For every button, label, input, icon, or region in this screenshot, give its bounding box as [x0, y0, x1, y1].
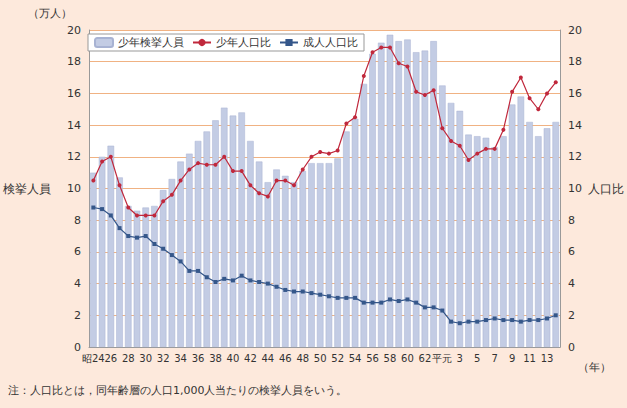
svg-text:平元: 平元 — [432, 353, 452, 364]
svg-text:5: 5 — [474, 353, 480, 364]
svg-text:（万人）: （万人） — [28, 7, 72, 20]
svg-text:2: 2 — [74, 309, 81, 322]
svg-text:7: 7 — [491, 353, 497, 364]
svg-text:32: 32 — [157, 353, 170, 364]
svg-text:50: 50 — [314, 353, 327, 364]
svg-text:62: 62 — [419, 353, 432, 364]
svg-text:58: 58 — [384, 353, 397, 364]
svg-text:26: 26 — [104, 353, 117, 364]
svg-text:11: 11 — [523, 353, 536, 364]
svg-text:60: 60 — [401, 353, 414, 364]
svg-text:18: 18 — [67, 55, 81, 68]
svg-text:18: 18 — [568, 55, 582, 68]
svg-text:13: 13 — [541, 353, 554, 364]
svg-text:44: 44 — [261, 353, 274, 364]
svg-text:0: 0 — [568, 341, 575, 354]
svg-text:20: 20 — [67, 24, 81, 37]
svg-text:12: 12 — [568, 150, 582, 163]
svg-text:54: 54 — [349, 353, 362, 364]
svg-text:9: 9 — [509, 353, 515, 364]
svg-text:4: 4 — [568, 277, 575, 290]
svg-text:6: 6 — [568, 245, 575, 258]
svg-text:10: 10 — [568, 182, 582, 195]
svg-text:14: 14 — [67, 119, 81, 132]
svg-text:28: 28 — [122, 353, 135, 364]
svg-text:14: 14 — [568, 119, 582, 132]
svg-text:8: 8 — [74, 214, 81, 227]
svg-text:20: 20 — [568, 24, 582, 37]
svg-text:8: 8 — [568, 214, 575, 227]
svg-text:0: 0 — [74, 341, 81, 354]
svg-text:（年）: （年） — [578, 361, 611, 374]
svg-text:成人人口比: 成人人口比 — [303, 36, 358, 49]
svg-text:40: 40 — [227, 353, 240, 364]
svg-text:6: 6 — [74, 245, 81, 258]
svg-text:4: 4 — [74, 277, 81, 290]
svg-text:少年人口比: 少年人口比 — [216, 36, 271, 49]
svg-text:36: 36 — [192, 353, 205, 364]
svg-text:昭24: 昭24 — [82, 353, 105, 364]
svg-text:人口比: 人口比 — [588, 182, 624, 196]
svg-text:34: 34 — [174, 353, 187, 364]
svg-text:48: 48 — [296, 353, 309, 364]
svg-text:16: 16 — [568, 87, 582, 100]
svg-text:16: 16 — [67, 87, 81, 100]
svg-text:3: 3 — [457, 353, 463, 364]
svg-text:少年検挙人員: 少年検挙人員 — [118, 36, 184, 49]
svg-text:10: 10 — [67, 182, 81, 195]
svg-text:46: 46 — [279, 353, 292, 364]
svg-text:検挙人員: 検挙人員 — [3, 182, 51, 196]
svg-text:56: 56 — [366, 353, 379, 364]
svg-text:2: 2 — [568, 309, 575, 322]
svg-text:30: 30 — [139, 353, 152, 364]
svg-text:42: 42 — [244, 353, 257, 364]
svg-text:38: 38 — [209, 353, 222, 364]
svg-text:注：人口比とは，同年齢層の人口1,000人当たりの検挙人員を: 注：人口比とは，同年齢層の人口1,000人当たりの検挙人員をいう。 — [8, 384, 348, 397]
svg-text:52: 52 — [331, 353, 344, 364]
svg-text:12: 12 — [67, 150, 81, 163]
